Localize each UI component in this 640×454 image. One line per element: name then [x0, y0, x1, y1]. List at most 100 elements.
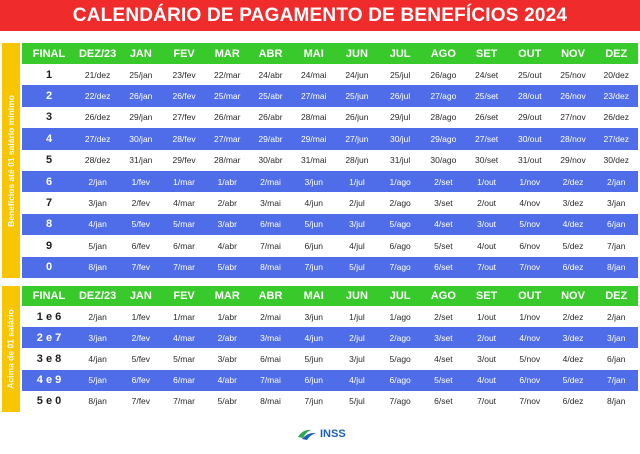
table-row: 3 26/dez 29/jan 27/fev 26/mar 26/abr 28/mai 26/… [22, 106, 638, 129]
payment-table: FINAL DEZ/23 JAN FEV MAR ABR MAI JUN JUL AGO SET OU… [22, 286, 638, 412]
payment-date-cell: 7/out [477, 262, 497, 273]
payment-date-cell: 6/ago [389, 240, 411, 251]
table-row: 3 e 8 4/jan 5/fev 5/mar 3/abr 6/mai 5/jun 3/jul… [22, 348, 638, 370]
payment-date-cell: 5/fev [131, 219, 151, 230]
payment-date-cell: 3/dez [562, 332, 584, 343]
payment-date-cell: 8/jan [607, 262, 626, 273]
payment-date-cell: 29/ago [430, 133, 457, 144]
table-header-row: FINAL DEZ/23 JAN FEV MAR ABR MAI JUN JUL AGO SET OU… [22, 286, 638, 306]
header-month: OUT [518, 47, 542, 60]
payment-date-cell: 31/mai [300, 155, 327, 166]
payment-date-cell: 26/jul [389, 91, 411, 102]
table-row: 1 e 6 2/jan 1/fev 1/mar 1/abr 2/mai 3/jun 1/jul… [22, 306, 638, 328]
header-month: AGO [430, 290, 456, 302]
header-final: FINAL [32, 47, 66, 60]
payment-date-cell: 4/nov [519, 198, 541, 209]
payment-date-cell: 5/dez [562, 240, 584, 251]
final-digit-cell: 0 [45, 261, 53, 274]
payment-date-cell: 30/abr [258, 155, 283, 166]
payment-date-cell: 2/jan [607, 176, 626, 187]
payment-date-cell: 28/jun [345, 155, 369, 166]
payment-date-cell: 3/abr [217, 219, 237, 230]
header-month: JAN [129, 290, 152, 302]
table-row: 6 2/jan 1/fev 1/mar 1/abr 2/mai 3/jun 1/jul 1/ag… [22, 170, 638, 193]
payment-date-cell: 26/ago [430, 69, 457, 80]
payment-date-cell: 25/set [475, 91, 499, 102]
payment-date-cell: 4/dez [562, 353, 584, 364]
payment-date-cell: 7/fev [131, 262, 151, 273]
side-label-panel: Benefícios até 01 salário mínimo [2, 43, 20, 278]
payment-date-cell: 25/nov [560, 69, 586, 80]
payment-date-cell: 3/jun [304, 176, 323, 187]
final-digit-cell: 1 e 6 [36, 310, 62, 323]
payment-date-cell: 1/out [477, 311, 497, 322]
payment-date-cell: 31/out [517, 155, 542, 166]
payment-date-cell: 6/dez [562, 262, 584, 273]
payment-date-cell: 2/out [477, 198, 497, 209]
title-bar: CALENDÁRIO DE PAGAMENTO DE BENEFÍCIOS 20… [0, 0, 640, 31]
payment-date-cell: 26/jan [129, 91, 153, 102]
payment-date-cell: 4/abr [217, 375, 237, 386]
payment-date-cell: 6/dez [562, 396, 584, 407]
payment-date-cell: 4/jul [349, 375, 365, 386]
payment-date-cell: 7/mar [173, 396, 195, 407]
payment-date-cell: 6/jun [304, 240, 323, 251]
payment-date-cell: 4/dez [562, 219, 584, 230]
payment-date-cell: 5/jun [304, 353, 323, 364]
payment-date-cell: 2/jan [607, 311, 626, 322]
logo-text: INSS [320, 428, 346, 440]
payment-date-cell: 4/out [477, 375, 497, 386]
payment-date-cell: 2/jan [88, 176, 107, 187]
payment-date-cell: 4/jun [304, 198, 323, 209]
payment-date-cell: 28/nov [560, 133, 586, 144]
header-month: MAR [214, 47, 240, 60]
inss-logo: INSS [297, 425, 346, 443]
payment-date-cell: 27/fev [172, 112, 196, 123]
payment-date-cell: 27/set [475, 133, 499, 144]
header-month: SET [475, 47, 498, 60]
payment-date-cell: 7/nov [519, 262, 541, 273]
page-title: CALENDÁRIO DE PAGAMENTO DE BENEFÍCIOS 20… [72, 4, 568, 26]
payment-date-cell: 2/jul [349, 332, 365, 343]
payment-date-cell: 3/jan [607, 198, 626, 209]
payment-date-cell: 7/mai [260, 240, 281, 251]
payment-date-cell: 8/jan [607, 396, 626, 407]
payment-date-cell: 7/nov [519, 396, 541, 407]
payment-date-cell: 6/jan [607, 353, 626, 364]
table-row: 2 e 7 3/jan 2/fev 4/mar 2/abr 3/mai 4/jun 2/jul… [22, 327, 638, 349]
table-row: 2 22/dez 26/jan 26/fev 25/mar 25/abr 27/mai 25/… [22, 85, 638, 107]
payment-date-cell: 3/jan [607, 332, 626, 343]
table-header-row: FINAL DEZ/23 JAN FEV MAR ABR MAI JUN JUL AGO SET OU… [22, 43, 638, 64]
payment-date-cell: 22/dez [84, 91, 111, 102]
payment-date-cell: 20/dez [603, 69, 629, 80]
payment-date-cell: 1/fev [131, 176, 151, 187]
payment-date-cell: 26/jun [345, 112, 369, 123]
final-digit-cell: 2 e 7 [36, 331, 62, 344]
payment-date-cell: 1/nov [519, 176, 541, 187]
payment-date-cell: 1/mar [173, 176, 195, 187]
table-row: 7 3/jan 2/fev 4/mar 2/abr 3/mai 4/jun 2/jul 2/ag… [22, 192, 638, 214]
payment-date-cell: 3/jan [88, 198, 107, 209]
payment-date-cell: 24/abr [258, 69, 283, 80]
header-month: NOV [561, 290, 585, 302]
final-digit-cell: 2 [45, 90, 53, 103]
payment-date-cell: 22/mar [214, 69, 241, 80]
payment-date-cell: 7/fev [131, 396, 151, 407]
payment-date-cell: 30/set [475, 155, 499, 166]
payment-date-cell: 2/out [477, 332, 497, 343]
payment-date-cell: 3/mai [260, 198, 281, 209]
payment-date-cell: 23/dez [603, 91, 629, 102]
payment-date-cell: 28/dez [84, 155, 111, 166]
payment-date-cell: 6/jan [607, 219, 626, 230]
side-label: Benefícios até 01 salário mínimo [6, 94, 16, 227]
payment-date-cell: 4/mar [173, 198, 195, 209]
final-digit-cell: 3 e 8 [36, 352, 62, 365]
payment-date-cell: 4/set [434, 353, 453, 364]
side-label: Acima de 01 salário [6, 309, 17, 389]
header-month: ABR [258, 47, 283, 60]
header-month: SET [475, 290, 498, 302]
header-month: DEZ [605, 47, 628, 60]
payment-date-cell: 6/jun [304, 375, 323, 386]
payment-date-cell: 3/jun [304, 311, 323, 322]
payment-date-cell: 25/abr [258, 91, 283, 102]
